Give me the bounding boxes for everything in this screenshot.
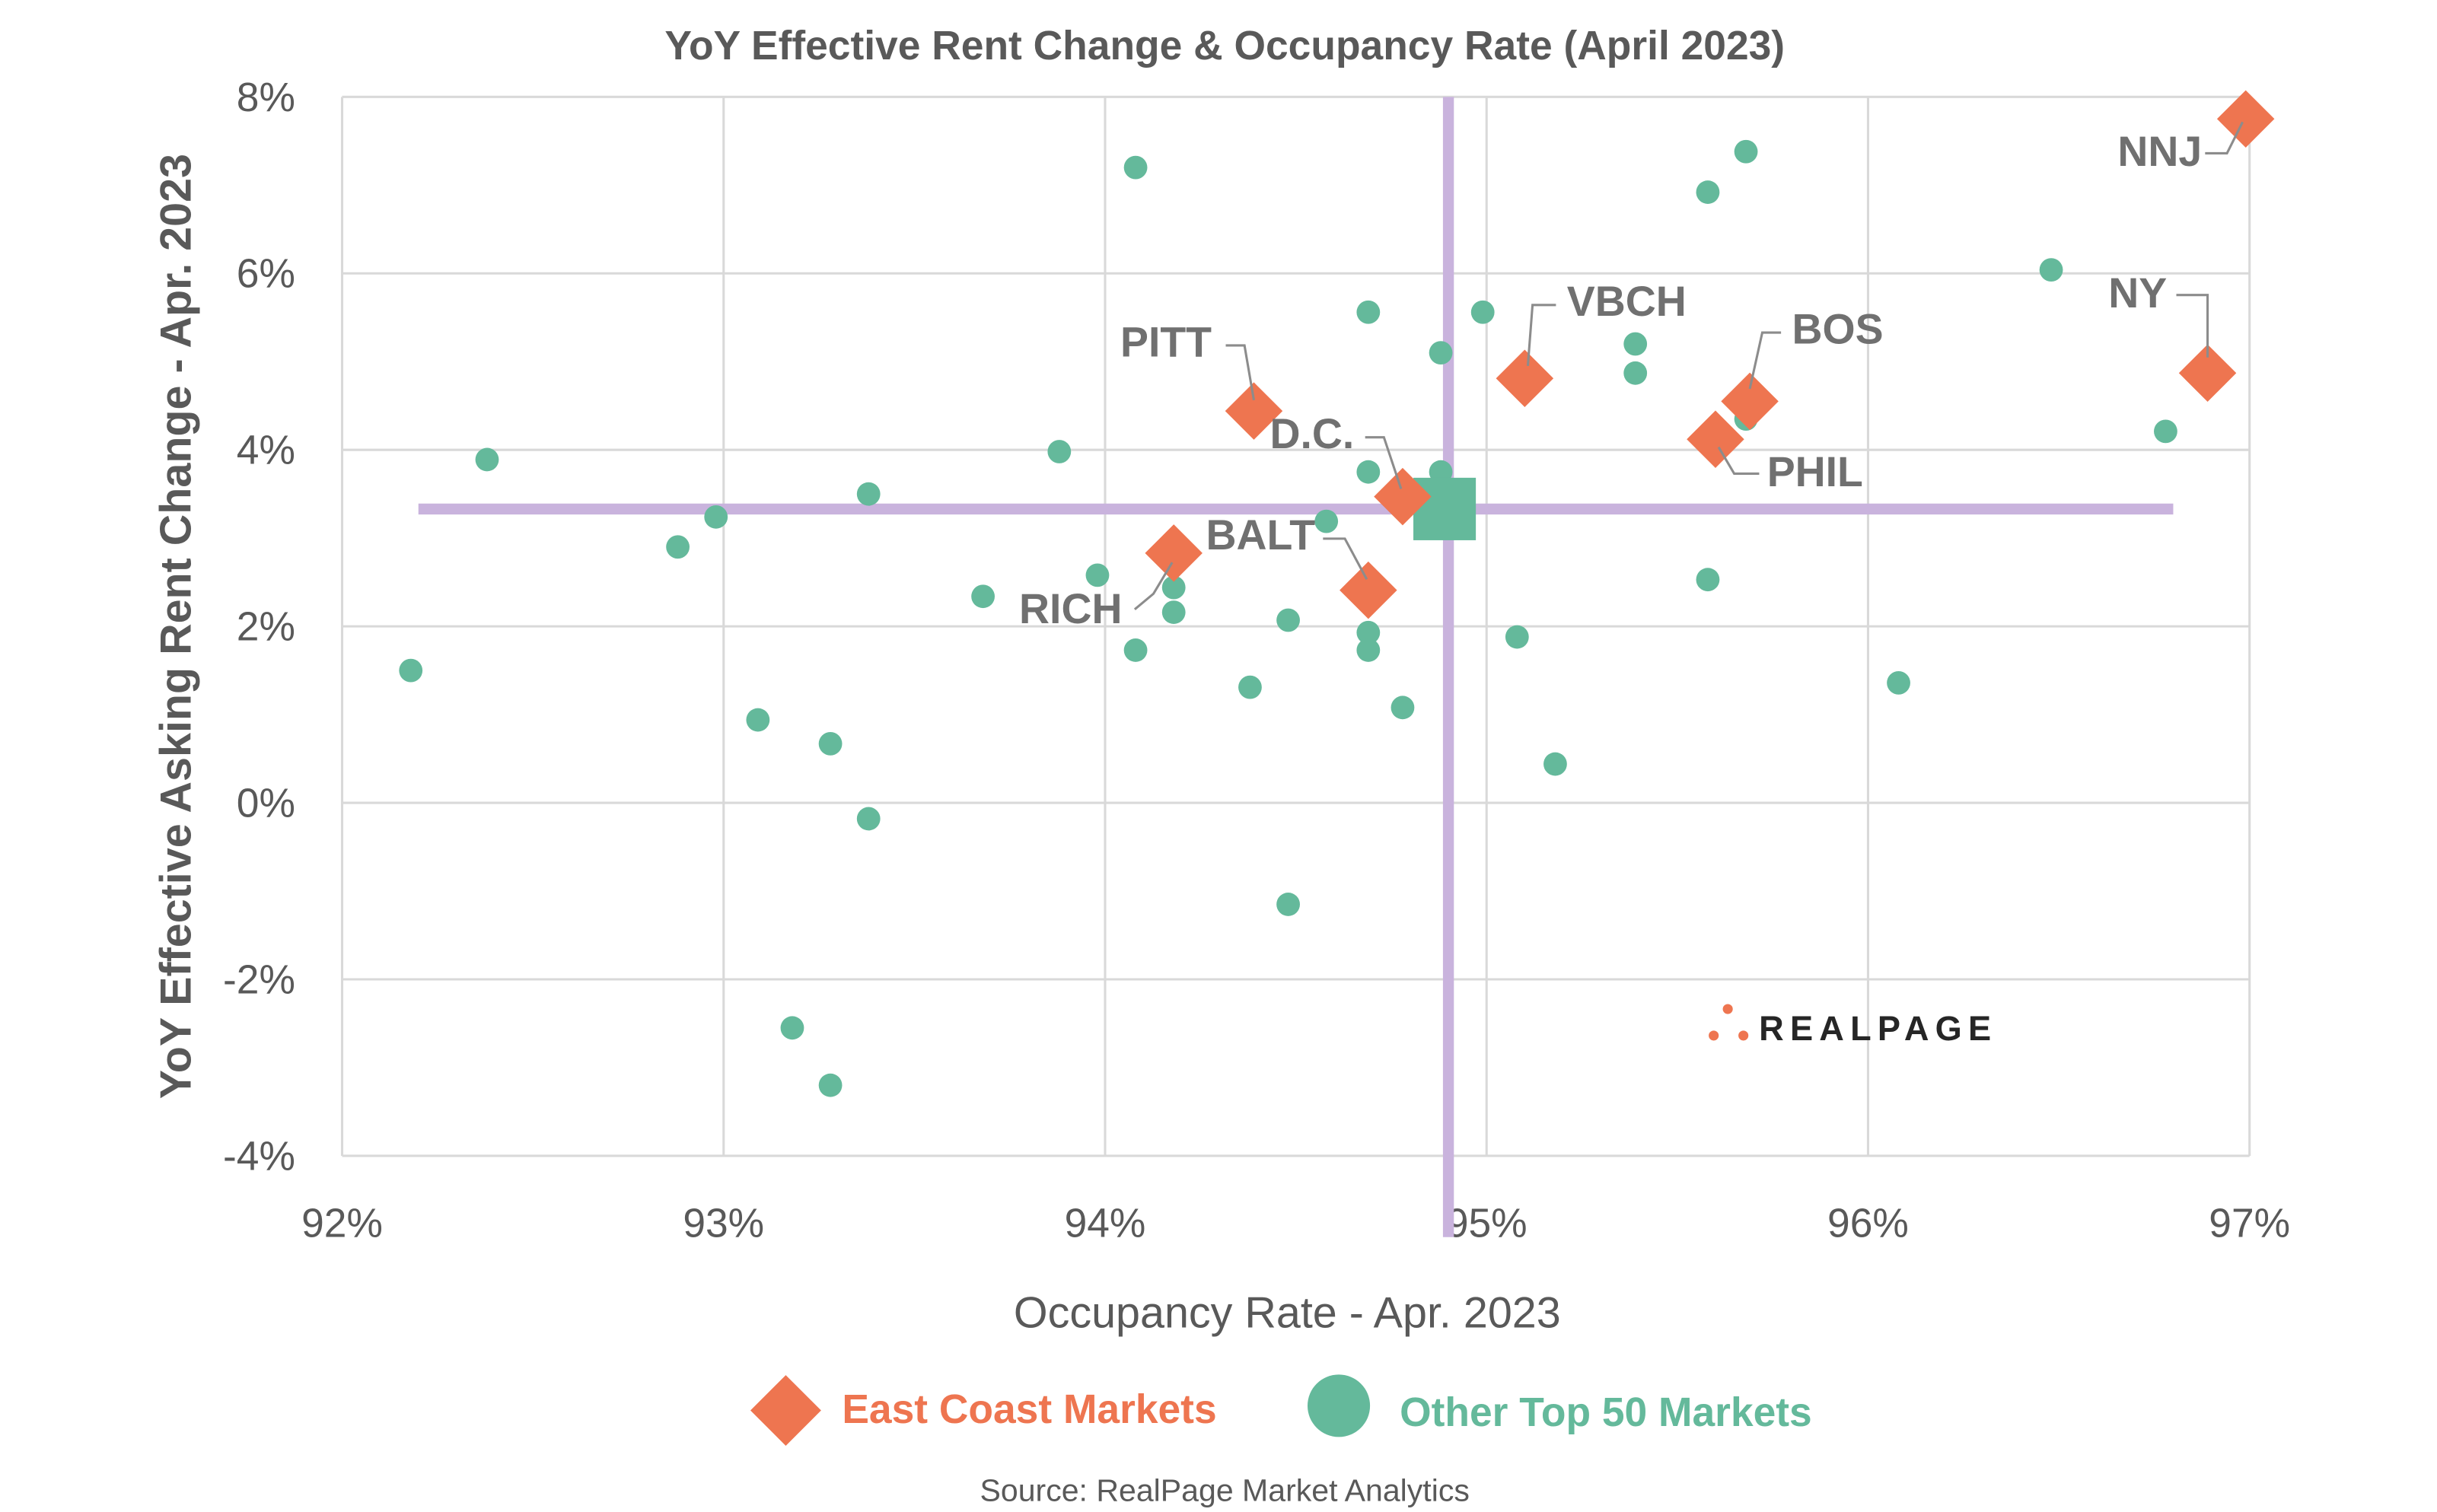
other-market-point xyxy=(1161,575,1186,600)
other-market-point xyxy=(1429,341,1453,365)
east-coast-market-point xyxy=(1340,561,1397,619)
label-leader-line xyxy=(1748,331,1782,390)
average-marker xyxy=(1413,477,1477,540)
logo-dot xyxy=(1709,1030,1719,1041)
label-leader-line xyxy=(1323,537,1368,580)
y-tick-label: 2% xyxy=(237,605,295,650)
other-market-point xyxy=(1238,675,1262,699)
x-axis-label: Occupancy Rate - Apr. 2023 xyxy=(1014,1289,1561,1338)
other-market-point xyxy=(971,584,995,609)
other-market-point xyxy=(1887,670,1910,695)
other-market-point xyxy=(1356,620,1381,645)
label-leader-line xyxy=(1225,344,1255,401)
label-leader-line xyxy=(2176,294,2209,358)
y-tick-label: -2% xyxy=(223,957,295,1002)
east-coast-market-point xyxy=(1145,524,1203,582)
east-coast-market-point xyxy=(1496,349,1554,407)
other-market-point xyxy=(475,447,499,472)
other-market-point xyxy=(1047,440,1072,463)
x-tick-label: 94% xyxy=(1065,1202,1146,1246)
x-tick-label: 97% xyxy=(2209,1202,2290,1246)
other-market-point xyxy=(1623,332,1648,356)
other-market-point xyxy=(704,505,728,529)
legend-circle-icon xyxy=(1307,1374,1371,1437)
other-market-point xyxy=(1123,638,1148,662)
tick-labels: 92% 93% 94% 95% 96% 97% -4% -2% 0% 2% 4% 6% 8% xyxy=(223,75,2290,1246)
other-market-point xyxy=(1623,361,1648,385)
other-market-point xyxy=(780,1016,804,1040)
point-label-balt: BALT xyxy=(1206,511,1315,559)
other-market-point xyxy=(1505,625,1529,649)
other-market-point xyxy=(1314,509,1339,533)
other-market-point xyxy=(1470,300,1495,324)
other-market-point xyxy=(2154,419,2177,444)
logo-dot xyxy=(1738,1030,1749,1041)
legend-diamond-icon xyxy=(750,1375,821,1446)
logo-dot xyxy=(1722,1004,1733,1014)
point-label-vbch: VBCH xyxy=(1567,278,1687,325)
logo-text: REALPAGE xyxy=(1759,1009,1997,1048)
realpage-logo: REALPAGE xyxy=(1709,1004,1997,1048)
grid xyxy=(340,95,2251,1157)
point-label-nnj: NNJ xyxy=(2117,128,2202,175)
y-axis-label: YoY Effective Asking Rent Change - Apr. … xyxy=(151,154,200,1099)
east-coast-market-point xyxy=(2216,90,2275,148)
east-coast-market-point xyxy=(1374,467,1432,526)
label-leader-line xyxy=(1133,562,1174,610)
point-label-rich: RICH xyxy=(1019,585,1122,632)
x-tick-label: 92% xyxy=(301,1202,383,1246)
y-tick-label: 4% xyxy=(237,428,295,473)
other-market-point xyxy=(1356,638,1381,662)
east-coast-market-point xyxy=(2178,344,2237,403)
other-market-point xyxy=(1543,752,1567,776)
other-market-point xyxy=(1391,696,1415,720)
other-market-point xyxy=(856,482,881,506)
chart-title: YoY Effective Rent Change & Occupancy Ra… xyxy=(664,24,1785,68)
other-market-point xyxy=(1696,180,1720,204)
other-market-point xyxy=(666,535,690,559)
other-market-point xyxy=(2039,258,2063,282)
other-market-point xyxy=(1161,600,1186,624)
other-market-point xyxy=(818,1073,843,1097)
data-points xyxy=(399,90,2275,1097)
other-market-point xyxy=(1276,893,1300,916)
other-market-point xyxy=(1123,155,1148,180)
source-note: Source: RealPage Market Analytics xyxy=(980,1473,1470,1508)
point-label-pitt: PITT xyxy=(1120,318,1212,365)
y-tick-label: 6% xyxy=(237,252,295,297)
other-market-point xyxy=(1356,460,1381,484)
east-coast-market-point xyxy=(1721,372,1779,431)
x-tick-label: 93% xyxy=(683,1202,764,1246)
point-label-bos: BOS xyxy=(1792,305,1883,352)
average-lines xyxy=(418,97,2174,1237)
other-market-point xyxy=(856,807,881,831)
other-market-point xyxy=(1276,608,1300,632)
east-coast-market-point xyxy=(1687,410,1744,469)
label-leader-line xyxy=(1717,446,1760,475)
legend-east-label: East Coast Markets xyxy=(842,1387,1216,1432)
point-label-dc: D.C. xyxy=(1270,410,1355,457)
y-tick-label: -4% xyxy=(223,1134,295,1179)
other-market-point xyxy=(746,708,770,732)
label-leader-line xyxy=(1526,304,1556,366)
legend-other-label: Other Top 50 Markets xyxy=(1400,1390,1812,1435)
x-tick-label: 96% xyxy=(1827,1202,1909,1246)
point-label-ny: NY xyxy=(2108,269,2167,317)
point-labels: NNJ NY BOS PHIL VBCH PITT D.C. BALT RICH xyxy=(1019,121,2244,632)
label-leader-line xyxy=(2205,121,2244,155)
label-leader-line xyxy=(1365,436,1403,489)
other-market-point xyxy=(1696,568,1720,592)
y-tick-label: 8% xyxy=(237,75,295,120)
y-tick-label: 0% xyxy=(237,781,295,826)
other-market-point xyxy=(1734,139,1758,164)
other-market-point xyxy=(399,658,423,683)
other-market-point xyxy=(1085,563,1110,587)
legend: East Coast Markets Other Top 50 Markets xyxy=(750,1374,1812,1446)
other-market-point xyxy=(1356,300,1381,324)
point-label-phil: PHIL xyxy=(1767,448,1863,495)
x-tick-label: 95% xyxy=(1446,1202,1528,1246)
other-market-point xyxy=(818,731,843,756)
